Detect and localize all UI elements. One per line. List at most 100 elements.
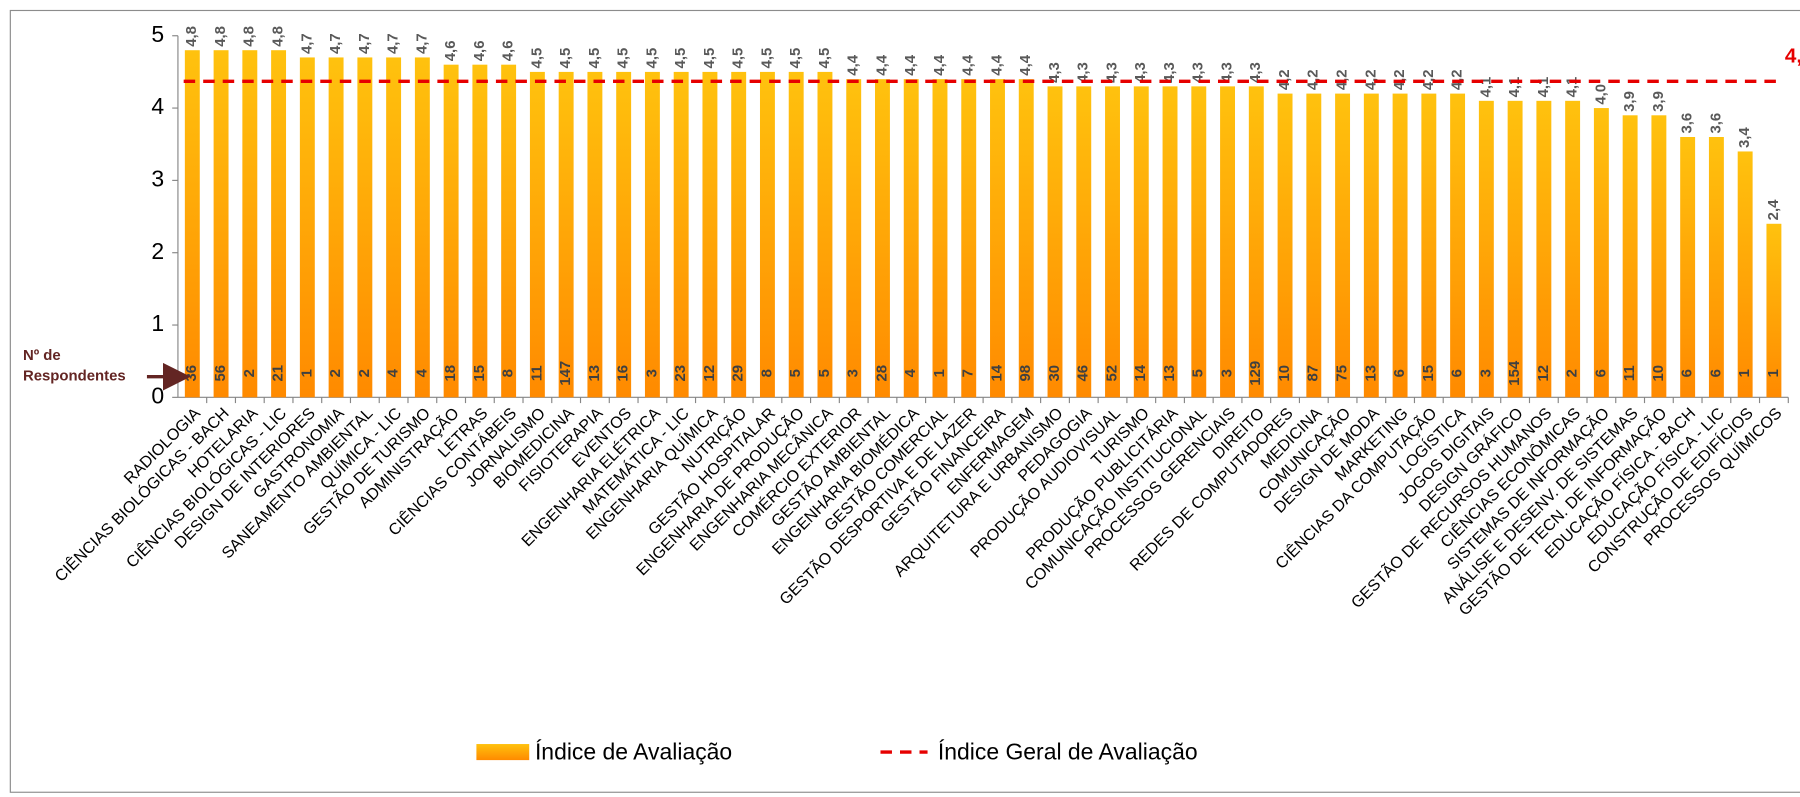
value-label: 4,5: [758, 48, 775, 69]
bar: [1478, 100, 1494, 398]
bar: [558, 71, 574, 398]
value-label: 4,5: [672, 48, 689, 69]
respondents-count: 1: [1736, 369, 1753, 377]
bar: [271, 50, 287, 398]
value-label: 4,6: [442, 40, 459, 61]
bar: [932, 79, 948, 398]
value-label: 4,7: [356, 33, 373, 54]
bar: [817, 71, 833, 398]
bar: [846, 79, 862, 398]
bar: [1507, 100, 1523, 398]
bar: [1450, 93, 1466, 398]
y-tick-label: 1: [151, 310, 164, 336]
value-label: 4,4: [960, 54, 977, 75]
bar: [903, 79, 919, 398]
bar: [1651, 115, 1667, 398]
respondents-count: 56: [212, 365, 229, 382]
respondents-count: 8: [758, 369, 775, 377]
bar: [357, 57, 373, 398]
value-label: 4,2: [1305, 69, 1322, 90]
respondents-count: 5: [816, 369, 833, 377]
bar: [1363, 93, 1379, 398]
bar: [587, 71, 603, 398]
value-label: 4,3: [1247, 62, 1264, 83]
bar: [1421, 93, 1437, 398]
respondents-count: 15: [1420, 365, 1437, 382]
bar: [1220, 86, 1236, 398]
value-label: 3,4: [1736, 127, 1753, 148]
bar: [1076, 86, 1092, 398]
value-label: 4,7: [413, 33, 430, 54]
value-label: 4,5: [557, 48, 574, 69]
bar: [1335, 93, 1351, 398]
value-label: 4,8: [212, 26, 229, 47]
respondents-count: 98: [1017, 365, 1034, 382]
respondents-count: 23: [672, 365, 689, 382]
respondents-count: 52: [1103, 365, 1120, 382]
value-label: 4,4: [845, 54, 862, 75]
value-label: 4,3: [1075, 62, 1092, 83]
respondents-count: 147: [557, 361, 574, 386]
bar: [1133, 86, 1149, 398]
bar: [1306, 93, 1322, 398]
respondents-count: 4: [385, 368, 402, 377]
y-tick-label: 2: [151, 238, 164, 264]
value-label: 2,4: [1765, 199, 1782, 220]
bar: [1162, 86, 1178, 398]
respondents-count: 3: [643, 369, 660, 377]
value-label: 4,4: [931, 54, 948, 75]
bar: [875, 79, 890, 398]
value-label: 4,7: [327, 33, 344, 54]
bar: [616, 71, 632, 398]
y-tick-label: 0: [151, 382, 164, 408]
value-label: 4,4: [873, 54, 890, 75]
bar: [1105, 86, 1120, 398]
respondents-count: 46: [1075, 365, 1092, 382]
bar: [1191, 86, 1207, 398]
respondents-count: 3: [845, 369, 862, 377]
respondents-count: 154: [1506, 360, 1523, 386]
bar: [673, 71, 689, 398]
respondents-count: 15: [471, 365, 488, 382]
bar: [1392, 93, 1408, 398]
value-label: 4,5: [730, 48, 747, 69]
respondents-count: 1: [1765, 369, 1782, 377]
legend-label: Índice de Avaliação: [535, 738, 732, 764]
value-label: 4,8: [270, 26, 287, 47]
respondents-count: 2: [241, 369, 258, 377]
bar: [731, 71, 747, 398]
value-label: 4,3: [1218, 62, 1235, 83]
bar: [788, 71, 804, 398]
value-label: 4,2: [1420, 69, 1437, 90]
respondents-count: 6: [1449, 369, 1466, 377]
bar: [242, 50, 258, 398]
bar: [299, 57, 315, 398]
respondents-count: 3: [1218, 369, 1235, 377]
respondents-count: 2: [1564, 369, 1581, 377]
value-label: 4,3: [1190, 62, 1207, 83]
respondents-count: 7: [960, 369, 977, 377]
respondents-count: 13: [1362, 365, 1379, 382]
bar: [328, 57, 344, 398]
respondents-count: 1: [931, 369, 948, 377]
respondents-count: 13: [1161, 365, 1178, 382]
value-label: 4,5: [586, 48, 603, 69]
respondents-count: 29: [730, 365, 747, 382]
bar: [529, 71, 545, 398]
respondents-count: 6: [1679, 369, 1696, 377]
value-label: 4,5: [528, 48, 545, 69]
respondents-count: 75: [1334, 365, 1351, 382]
respondents-count: 14: [988, 364, 1005, 381]
bar: [386, 57, 402, 398]
value-label: 4,6: [500, 40, 517, 61]
y-tick-label: 4: [151, 93, 164, 119]
respondents-count: 1: [298, 369, 315, 377]
bar: [1536, 100, 1552, 398]
respondents-count: 6: [1391, 369, 1408, 377]
value-label: 4,0: [1592, 84, 1609, 105]
value-label: 3,6: [1679, 113, 1696, 134]
bar: [1565, 100, 1581, 398]
